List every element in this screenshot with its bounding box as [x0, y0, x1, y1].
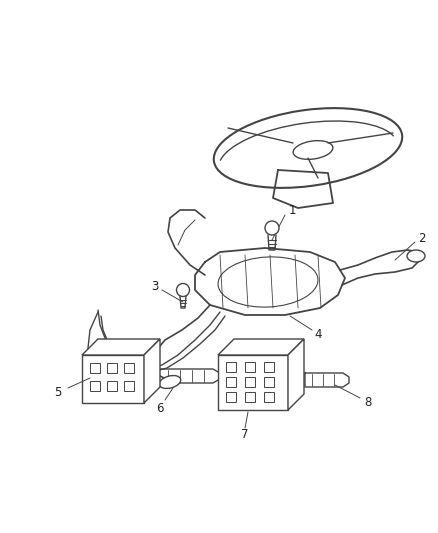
- Text: 3: 3: [151, 280, 159, 294]
- Ellipse shape: [265, 221, 279, 235]
- Polygon shape: [82, 339, 160, 355]
- Text: 1: 1: [288, 204, 296, 216]
- Text: 8: 8: [364, 395, 372, 408]
- Text: 2: 2: [418, 231, 426, 245]
- Polygon shape: [218, 339, 304, 355]
- Polygon shape: [144, 339, 160, 403]
- Ellipse shape: [159, 376, 181, 389]
- Polygon shape: [82, 355, 144, 403]
- Text: 4: 4: [314, 327, 322, 341]
- Text: 7: 7: [241, 429, 249, 441]
- Text: 5: 5: [54, 385, 62, 399]
- Polygon shape: [218, 355, 288, 410]
- Polygon shape: [288, 339, 304, 410]
- Ellipse shape: [407, 250, 425, 262]
- Ellipse shape: [177, 284, 190, 296]
- Text: 6: 6: [156, 401, 164, 415]
